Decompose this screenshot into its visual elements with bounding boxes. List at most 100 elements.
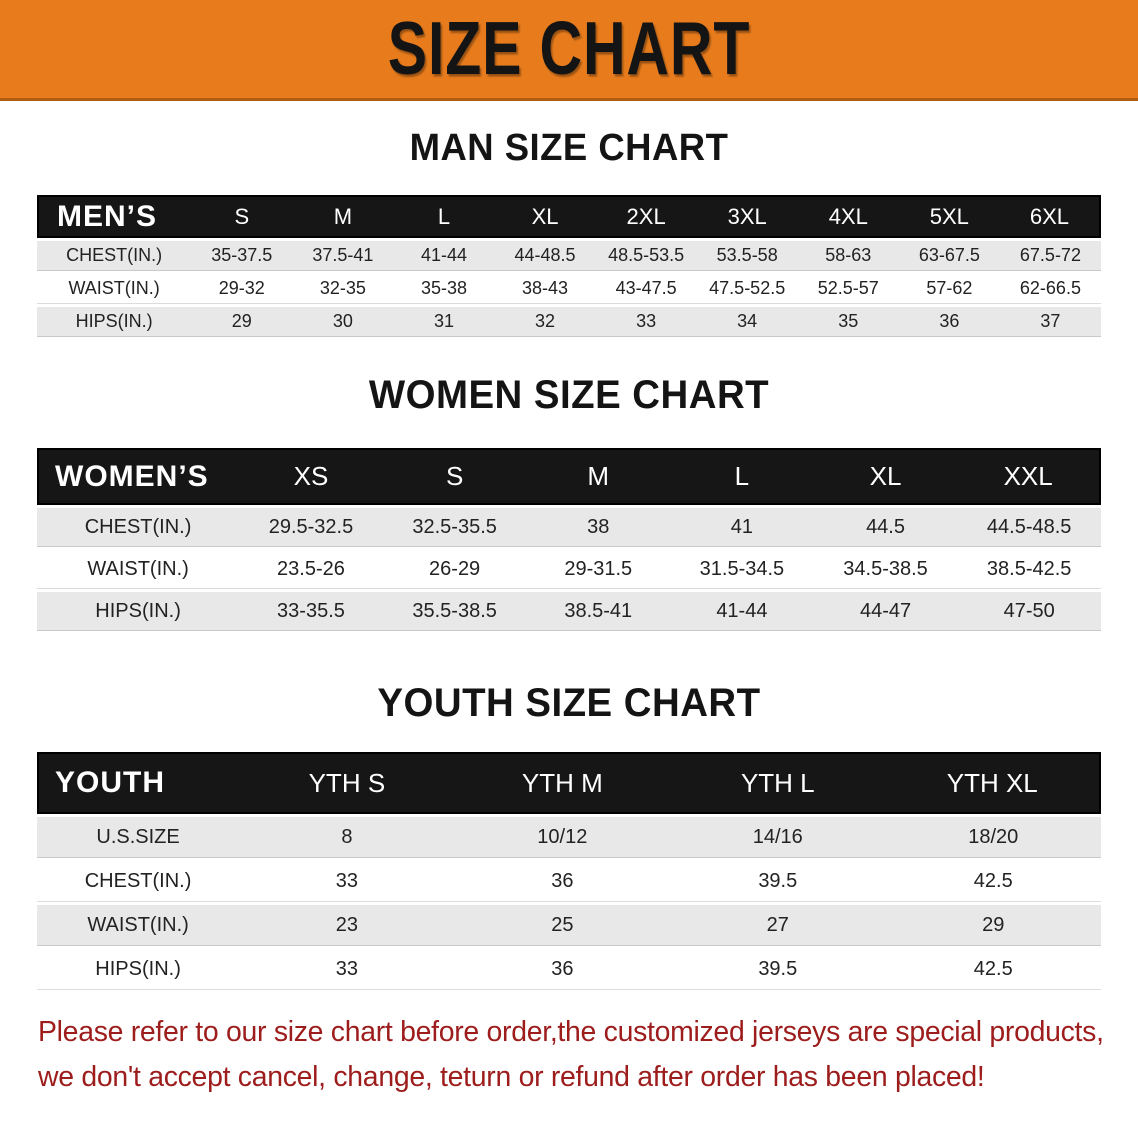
measurement-value: 36 [898,304,1000,337]
measurement-value: 32.5-35.5 [382,505,527,547]
measurement-row: CHEST(IN.) 33 36 39.5 42.5 [37,858,1101,902]
measurement-value: 32-35 [292,271,394,304]
measurement-value: 32 [494,304,596,337]
size-column-header: XL [494,195,596,238]
measurement-label: HIPS(IN.) [37,304,192,337]
disclaimer-line-1: Please refer to our size chart before or… [38,1016,1104,1048]
women-table-header-row: WOMEN’S XS S M L XL XXL [37,448,1101,505]
measurement-value: 25 [454,902,671,946]
measurement-value: 48.5-53.5 [595,238,697,271]
men-table-header-row: MEN’S S M L XL 2XL 3XL 4XL 5XL 6XL [37,195,1101,238]
size-column-header: 4XL [797,195,899,238]
measurement-value: 18/20 [885,814,1101,858]
measurement-label: WAIST(IN.) [37,547,240,589]
women-section-title: WOMEN SIZE CHART [368,373,770,417]
size-column-header: 6XL [999,195,1101,238]
measurement-value: 62-66.5 [999,271,1101,304]
measurement-value: 36 [454,858,671,902]
measurement-value: 37 [999,304,1101,337]
measurement-value: 23 [239,902,455,946]
size-column-header: 3XL [696,195,798,238]
measurement-value: 39.5 [670,946,886,990]
measurement-value: 53.5-58 [696,238,798,271]
measurement-value: 44.5-48.5 [957,505,1101,547]
measurement-value: 36 [454,946,671,990]
size-column-header: XL [813,448,958,505]
measurement-value: 31 [393,304,495,337]
measurement-value: 35.5-38.5 [382,589,527,631]
measurement-row: HIPS(IN.) 33-35.5 35.5-38.5 38.5-41 41-44 44-… [37,589,1101,631]
measurement-value: 42.5 [885,858,1101,902]
measurement-value: 42.5 [885,946,1101,990]
measurement-value: 29 [885,902,1101,946]
measurement-row: WAIST(IN.) 29-32 32-35 35-38 38-43 43-47.5 47.… [37,271,1101,304]
measurement-value: 34 [696,304,798,337]
measurement-row: WAIST(IN.) 23 25 27 29 [37,902,1101,946]
measurement-value: 35 [797,304,899,337]
measurement-value: 41-44 [393,238,495,271]
women-table-header-label: WOMEN’S [37,448,240,505]
size-column-header: YTH XL [885,752,1101,814]
measurement-value: 67.5-72 [999,238,1101,271]
size-column-header: YTH S [239,752,455,814]
measurement-label: HIPS(IN.) [37,589,240,631]
size-column-header: L [670,448,814,505]
men-table-header-label: MEN’S [37,195,192,238]
measurement-label: HIPS(IN.) [37,946,240,990]
measurement-value: 26-29 [382,547,527,589]
disclaimer-line-2: we don't accept cancel, change, teturn o… [38,1060,985,1093]
measurement-value: 58-63 [797,238,899,271]
measurement-value: 41 [670,505,814,547]
men-size-table: MEN’S S M L XL 2XL 3XL 4XL 5XL 6XL CHEST(IN.) 35-… [37,195,1101,337]
size-column-header: M [292,195,394,238]
measurement-row: U.S.SIZE 8 10/12 14/16 18/20 [37,814,1101,858]
size-column-header: S [191,195,293,238]
size-column-header: M [526,448,671,505]
measurement-value: 38.5-42.5 [957,547,1101,589]
banner-title: SIZE CHART [387,7,751,92]
measurement-value: 41-44 [670,589,814,631]
size-column-header: XS [239,448,383,505]
women-section: WOMEN SIZE CHART WOMEN’S XS S M L XL XXL CHES… [0,373,1138,631]
measurement-value: 52.5-57 [797,271,899,304]
measurement-label: CHEST(IN.) [37,858,240,902]
size-column-header: XXL [957,448,1101,505]
women-size-table: WOMEN’S XS S M L XL XXL CHEST(IN.) 29.5-32.5 32… [37,448,1101,631]
measurement-row: HIPS(IN.) 33 36 39.5 42.5 [37,946,1101,990]
men-section: MAN SIZE CHART MEN’S S M L XL 2XL 3XL 4XL 5XL 6X… [0,127,1138,337]
measurement-value: 38 [526,505,671,547]
measurement-value: 37.5-41 [292,238,394,271]
measurement-label: WAIST(IN.) [37,271,192,304]
size-column-header: 2XL [595,195,697,238]
size-column-header: YTH M [454,752,671,814]
disclaimer: Please refer to our size chart before or… [38,1010,1116,1100]
measurement-label: CHEST(IN.) [37,238,192,271]
measurement-value: 35-38 [393,271,495,304]
measurement-row: CHEST(IN.) 29.5-32.5 32.5-35.5 38 41 44.5 44.5… [37,505,1101,547]
measurement-value: 47-50 [957,589,1101,631]
size-column-header: 5XL [898,195,1000,238]
measurement-value: 38.5-41 [526,589,671,631]
measurement-value: 39.5 [670,858,886,902]
measurement-value: 33 [239,946,455,990]
measurement-row: WAIST(IN.) 23.5-26 26-29 29-31.5 31.5-34.5 34… [37,547,1101,589]
measurement-label: CHEST(IN.) [37,505,240,547]
youth-table-header-label: YOUTH [37,752,240,814]
measurement-value: 38-43 [494,271,596,304]
measurement-value: 57-62 [898,271,1000,304]
size-column-header: S [382,448,527,505]
measurement-value: 29-31.5 [526,547,671,589]
banner: SIZE CHART [0,0,1138,101]
measurement-value: 33 [595,304,697,337]
measurement-value: 47.5-52.5 [696,271,798,304]
measurement-value: 30 [292,304,394,337]
youth-section-title: YOUTH SIZE CHART [377,681,761,725]
measurement-value: 34.5-38.5 [813,547,958,589]
measurement-value: 35-37.5 [191,238,293,271]
measurement-value: 44-48.5 [494,238,596,271]
measurement-value: 23.5-26 [239,547,383,589]
measurement-label: WAIST(IN.) [37,902,240,946]
measurement-value: 27 [670,902,886,946]
size-column-header: YTH L [670,752,886,814]
